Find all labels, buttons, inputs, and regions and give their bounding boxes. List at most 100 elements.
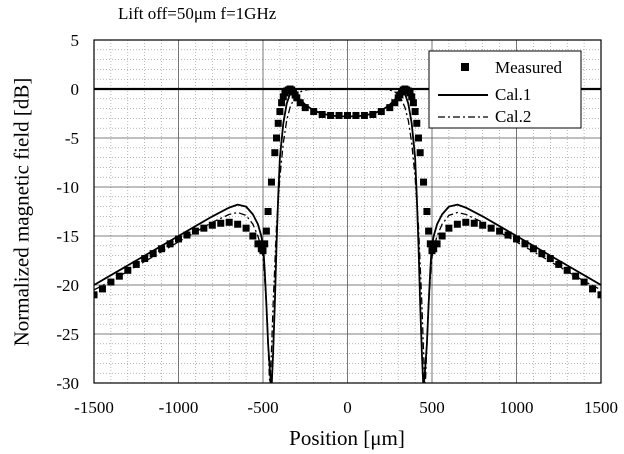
point-measured (411, 108, 419, 116)
point-measured (344, 111, 351, 119)
y-tick-label: 0 (71, 80, 80, 99)
point-measured (107, 278, 115, 286)
point-measured (301, 104, 309, 112)
point-measured (438, 232, 446, 240)
x-tick-label: 1500 (584, 398, 618, 417)
y-tick-label: -30 (56, 374, 79, 393)
point-measured (538, 250, 546, 258)
point-measured (262, 227, 270, 235)
point-measured (225, 218, 233, 226)
point-measured (267, 178, 275, 186)
point-measured (352, 111, 360, 119)
legend-frame (428, 50, 582, 129)
point-measured (470, 219, 478, 227)
point-measured (413, 119, 421, 127)
point-measured (274, 119, 282, 127)
point-measured (521, 240, 529, 248)
legend-marker-measured (461, 63, 469, 71)
x-tick-label: -1000 (159, 398, 199, 417)
point-measured (386, 104, 394, 112)
legend-label-cal1: Cal.1 (495, 85, 531, 104)
point-measured (166, 240, 174, 248)
point-measured (249, 232, 257, 240)
point-measured (158, 245, 166, 253)
y-tick-label: 5 (71, 31, 80, 50)
point-measured (416, 149, 424, 157)
point-measured (254, 240, 262, 248)
y-tick-label: -25 (56, 325, 79, 344)
x-tick-label: -500 (247, 398, 278, 417)
point-measured (425, 227, 433, 235)
x-tick-label: 0 (343, 398, 352, 417)
point-measured (406, 89, 414, 97)
y-tick-label: -20 (56, 276, 79, 295)
point-measured (462, 218, 470, 226)
point-measured (408, 93, 416, 101)
point-measured (242, 224, 250, 232)
y-axis-label: Normalized magnetic field [dB] (9, 77, 34, 347)
point-measured (597, 291, 601, 299)
point-measured (414, 134, 422, 142)
point-measured (369, 110, 377, 118)
point-measured (293, 94, 301, 102)
legend: Measured Cal.1 Cal.2 (428, 50, 582, 129)
point-measured (296, 99, 304, 107)
point-measured (391, 99, 399, 107)
point-measured (433, 240, 441, 248)
point-measured (445, 224, 453, 232)
point-measured (271, 149, 279, 157)
point-measured (191, 227, 199, 235)
axis-ticks: -1500 -1000 -500 0 500 1000 1500 5 0 -5 -10 -15 -20 -… (56, 31, 618, 417)
point-measured (175, 235, 182, 243)
x-tick-label: -1500 (74, 398, 114, 417)
point-measured (115, 272, 123, 280)
x-tick-label: 1000 (500, 398, 534, 417)
series-line-cal-2 (94, 88, 601, 383)
point-measured (149, 250, 157, 258)
chart-title: Lift off=50μm f=1GHz (118, 4, 277, 23)
point-measured (496, 227, 504, 235)
point-measured (546, 255, 554, 263)
series-line-cal-1 (94, 91, 601, 383)
y-tick-label: -10 (56, 178, 79, 197)
point-measured (273, 134, 281, 142)
point-measured (589, 285, 597, 293)
point-measured (529, 245, 537, 253)
point-measured (183, 231, 191, 239)
point-measured (479, 221, 487, 229)
point-measured (423, 208, 431, 215)
point-measured (98, 285, 106, 293)
y-tick-label: -15 (56, 227, 79, 246)
point-measured (318, 110, 326, 118)
point-measured (234, 220, 242, 228)
point-measured (563, 266, 571, 274)
legend-label-measured: Measured (495, 58, 563, 77)
point-measured (426, 240, 434, 248)
point-measured (132, 260, 140, 268)
point-measured (335, 111, 343, 119)
point-measured (276, 108, 284, 116)
point-measured (94, 291, 98, 299)
legend-label-cal2: Cal.2 (495, 107, 531, 126)
point-measured (279, 93, 287, 101)
point-measured (208, 221, 216, 229)
point-measured (200, 224, 208, 232)
plot-series (94, 85, 601, 383)
point-measured (124, 266, 132, 274)
point-measured (409, 99, 417, 107)
point-measured (555, 260, 563, 268)
point-measured (278, 99, 286, 107)
point-measured (420, 178, 428, 186)
point-measured (261, 240, 269, 248)
x-axis-label: Position [μm] (289, 426, 405, 450)
y-tick-label: -5 (65, 129, 79, 148)
point-measured (141, 255, 149, 263)
point-measured (264, 208, 272, 215)
plot-frame (93, 39, 602, 384)
point-measured (487, 224, 495, 232)
point-measured (504, 231, 512, 239)
point-measured (453, 220, 461, 228)
x-tick-label: 500 (419, 398, 445, 417)
point-measured (217, 219, 225, 227)
